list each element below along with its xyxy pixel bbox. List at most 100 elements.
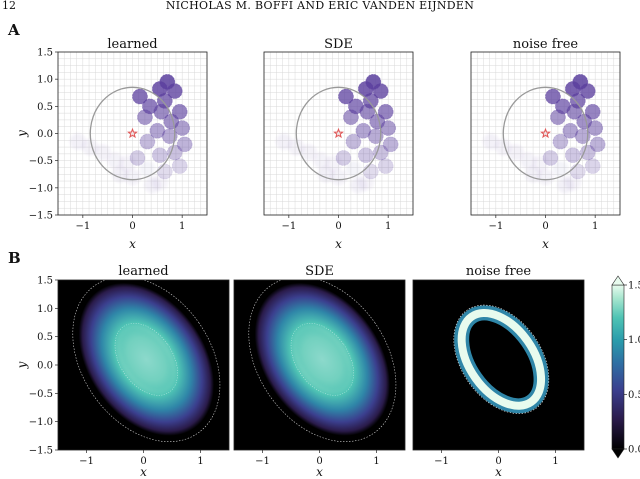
state-disc (132, 88, 148, 105)
trail-disc (525, 166, 542, 183)
reference-circle (89, 86, 176, 181)
x-axis-label: x (140, 465, 147, 479)
state-disc (149, 122, 166, 139)
trail-disc (124, 168, 141, 185)
state-disc (166, 144, 183, 161)
y-tick-label: 1.5 (37, 48, 53, 59)
y-tick-label: 1.5 (37, 276, 53, 287)
density-ring-core (457, 308, 546, 410)
state-disc (584, 103, 601, 120)
trail-disc (482, 133, 499, 150)
x-tick-label: 1 (179, 221, 185, 232)
subplot-b-1: SDE −1 0 1 x (233, 264, 406, 479)
trail-disc (288, 139, 305, 156)
state-disc (562, 122, 579, 139)
trail-disc (345, 160, 362, 177)
trail-disc (520, 152, 537, 169)
trail-disc (318, 166, 335, 183)
x-tick-label: −1 (75, 221, 90, 232)
trail-disc (330, 168, 347, 185)
subplot-title: learned (118, 264, 168, 279)
x-tick-label: 0 (495, 456, 501, 467)
density-contour (453, 304, 550, 414)
subplot-title: learned (107, 37, 157, 52)
y-tick-label: −1.0 (29, 417, 53, 428)
x-axis-label: x (335, 237, 342, 251)
x-tick-label: 1 (373, 456, 379, 467)
colorbar-gradient (611, 284, 625, 450)
colorbar-tick-label: 0.0 (628, 445, 640, 456)
x-axis-label: x (495, 465, 502, 479)
y-tick-label: −1.5 (29, 446, 53, 457)
subplot-b-2: noise free −1 0 1 x (412, 264, 585, 479)
state-disc (367, 128, 384, 145)
state-disc (335, 150, 352, 166)
y-tick-label: −1.5 (29, 211, 53, 222)
density-field (248, 280, 397, 442)
y-tick-label: 0.0 (37, 129, 53, 140)
y-tick-label: −0.5 (29, 389, 53, 400)
trail-disc (94, 144, 111, 161)
target-star-icon (127, 127, 138, 139)
state-disc (151, 81, 168, 97)
state-disc (153, 103, 170, 120)
state-disc (174, 120, 191, 136)
y-tick-label: 0.5 (37, 102, 53, 113)
subplot-title: SDE (305, 264, 334, 279)
state-disc (377, 158, 394, 175)
state-disc (357, 81, 374, 97)
subplot-a-1: SDE −1 0 1 x (263, 37, 414, 251)
y-tick-label: 1.0 (37, 304, 53, 315)
trail-disc (552, 160, 569, 177)
state-disc (355, 122, 372, 139)
state-disc (166, 83, 183, 100)
x-tick-label: 1 (592, 221, 598, 232)
reference-circle (295, 86, 382, 181)
target-star-icon (333, 127, 344, 139)
state-disc (545, 88, 561, 105)
subplot-title: noise free (513, 37, 579, 52)
trail-disc (144, 177, 161, 194)
subplot-a-0: learned −1 0 1 x 1.5 1.0 0.5 0.0 −0.5 −1.0 −1.5 y (15, 37, 208, 251)
state-disc (129, 150, 146, 166)
state-disc (171, 158, 188, 175)
state-disc (564, 147, 581, 164)
subplot-title: noise free (466, 264, 532, 279)
trail-disc (495, 139, 512, 156)
state-disc (161, 128, 178, 145)
trail-disc (537, 168, 554, 185)
density-field (453, 304, 550, 414)
state-disc (357, 147, 374, 164)
density-hole (294, 327, 350, 392)
state-disc (566, 103, 583, 120)
state-disc (137, 109, 153, 126)
density-contour (290, 323, 354, 396)
state-disc (377, 103, 394, 120)
state-disc (359, 103, 376, 120)
state-disc (584, 158, 601, 175)
y-tick-label: 0.0 (37, 361, 53, 372)
y-tick-label: −1.0 (29, 183, 53, 194)
trail-disc (112, 166, 129, 183)
trail-disc (507, 144, 524, 161)
state-disc (372, 144, 389, 161)
x-axis-label: x (542, 237, 549, 251)
trail-disc (350, 177, 367, 194)
trail-disc (107, 152, 124, 169)
reference-circle (502, 86, 589, 181)
state-disc (372, 83, 389, 100)
x-tick-label: −1 (434, 456, 449, 467)
colorbar-tick-label: 1.5 (628, 281, 640, 292)
y-axis-label: y (15, 130, 29, 138)
x-tick-label: −1 (255, 456, 270, 467)
subplot-b-0: learned −1 0 1 x 1.5 1.0 0.5 0.0 −0.5 −1.0 −1.5 y (15, 264, 230, 479)
panel-a: learned −1 0 1 x 1.5 1.0 0.5 0.0 −0.5 −1.0 −1.5 y SDE… (15, 37, 621, 251)
state-disc (338, 88, 354, 105)
state-disc (550, 109, 566, 126)
density-contour (72, 280, 221, 442)
x-tick-label: 0 (542, 221, 548, 232)
running-head: NICHOLAS M. BOFFI AND ERIC VANDEN EIJNDE… (165, 0, 475, 12)
state-disc (574, 128, 591, 145)
state-disc (569, 163, 586, 180)
